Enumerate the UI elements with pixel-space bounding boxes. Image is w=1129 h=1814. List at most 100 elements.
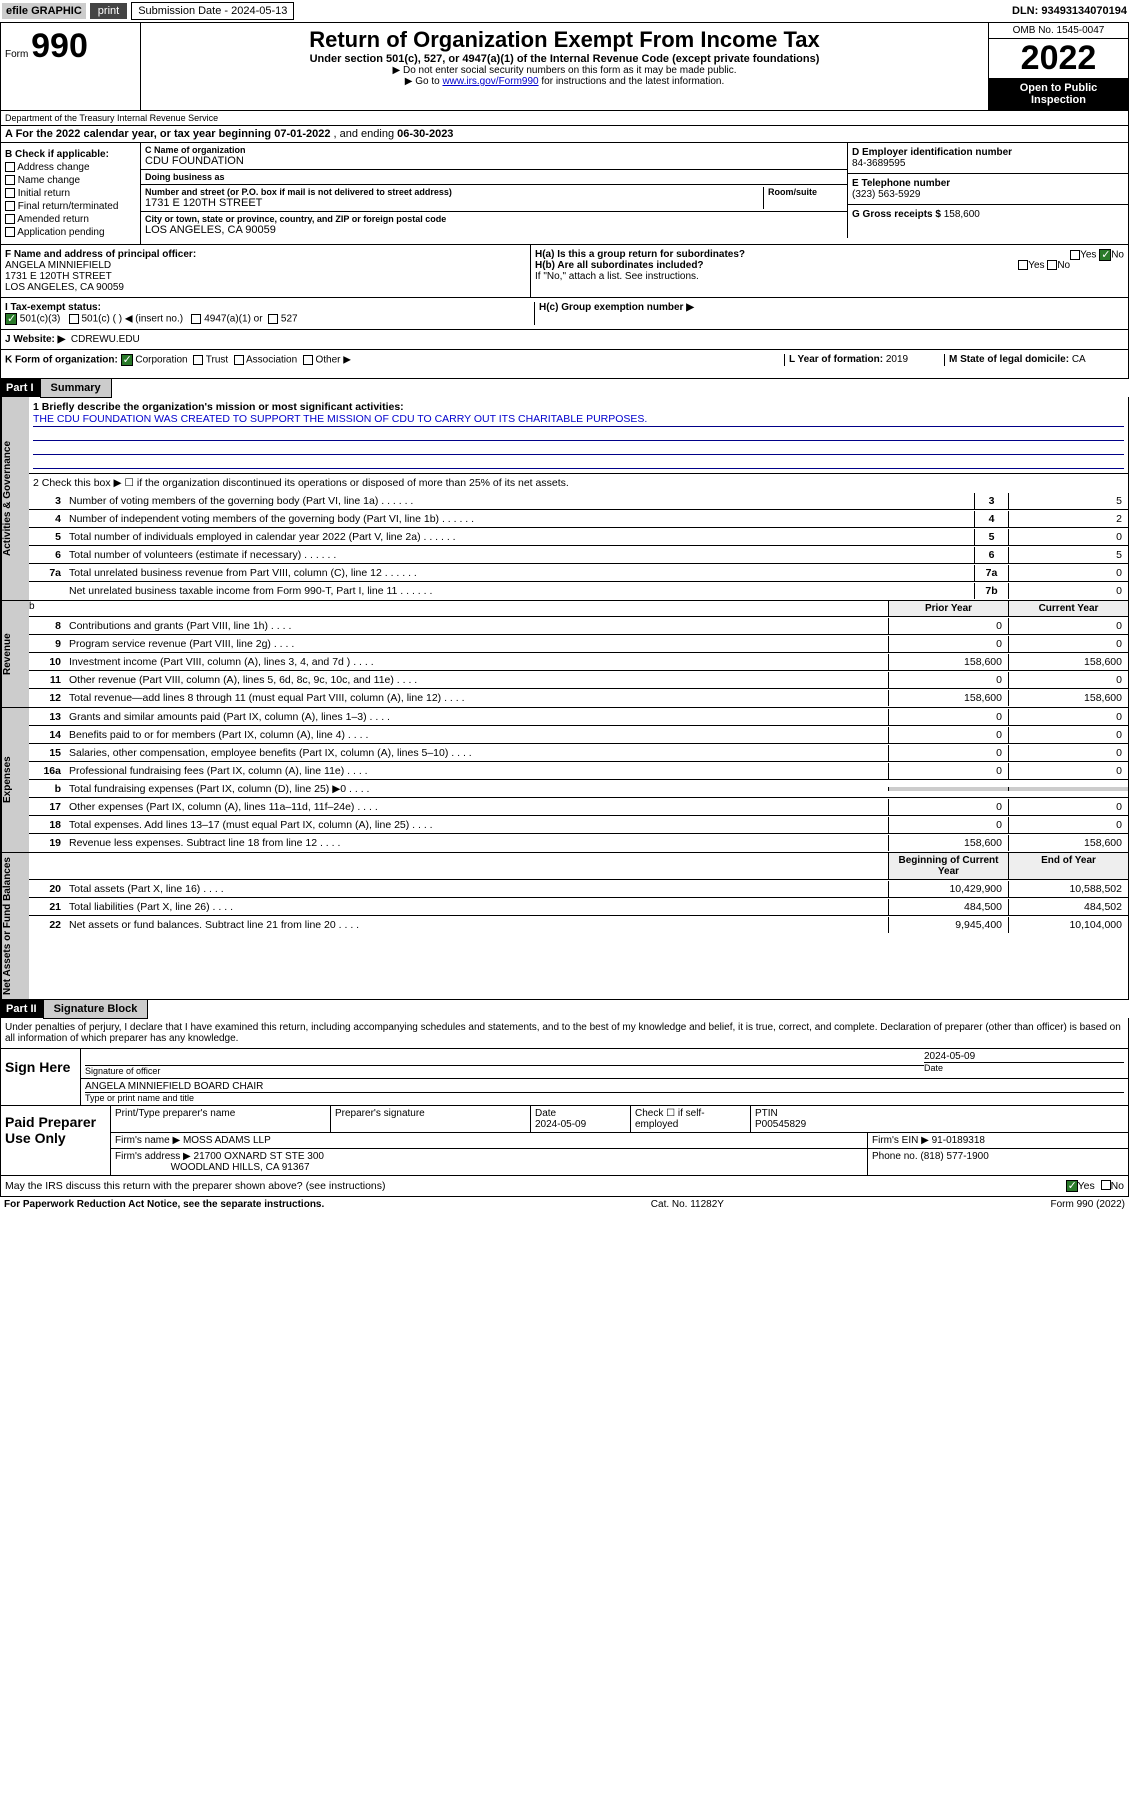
firm-phone: (818) 577-1900	[920, 1151, 988, 1162]
line-2: 2 Check this box ▶ ☐ if the organization…	[29, 475, 1128, 491]
chk-pending[interactable]	[5, 227, 15, 237]
part1-governance: Activities & Governance 1 Briefly descri…	[0, 397, 1129, 601]
firm-addr2: WOODLAND HILLS, CA 91367	[171, 1162, 310, 1173]
date-label: Date	[924, 1062, 1124, 1073]
sig-officer-label: Signature of officer	[85, 1065, 924, 1076]
form-subtitle: Under section 501(c), 527, or 4947(a)(1)…	[145, 53, 984, 65]
ha-label: H(a) Is this a group return for subordin…	[535, 249, 745, 260]
form-number: 990	[31, 27, 88, 65]
form-header: Form 990 Return of Organization Exempt F…	[0, 22, 1129, 111]
ein-value: 84-3689595	[852, 158, 1124, 169]
state-domicile: CA	[1072, 354, 1086, 365]
tax-year: 2022	[989, 39, 1128, 78]
ein-label: D Employer identification number	[852, 147, 1124, 158]
chk-final[interactable]	[5, 201, 15, 211]
chk-501c3[interactable]	[5, 313, 17, 325]
line-4: 4 Number of independent voting members o…	[29, 510, 1128, 528]
city-value: LOS ANGELES, CA 90059	[145, 224, 843, 236]
part1-netassets: Net Assets or Fund Balances Beginning of…	[0, 853, 1129, 1000]
side-expenses: Expenses	[1, 708, 29, 852]
top-bar: efile GRAPHIC print Submission Date - 20…	[0, 0, 1129, 22]
line-19: 19 Revenue less expenses. Subtract line …	[29, 834, 1128, 852]
city-label: City or town, state or province, country…	[145, 214, 843, 224]
chk-address-change[interactable]	[5, 162, 15, 172]
row-a-tax-year: A For the 2022 calendar year, or tax yea…	[0, 126, 1129, 143]
prep-date: 2024-05-09	[535, 1119, 586, 1130]
officer-addr1: 1731 E 120TH STREET	[5, 271, 112, 282]
row-k-form-org: K Form of organization: Corporation Trus…	[0, 350, 1129, 379]
penalties-text: Under penalties of perjury, I declare th…	[0, 1018, 1129, 1049]
line-11: 11 Other revenue (Part VIII, column (A),…	[29, 671, 1128, 689]
line-7b: Net unrelated business taxable income fr…	[29, 582, 1128, 600]
hdr-eoy: End of Year	[1008, 853, 1128, 879]
chk-amended[interactable]	[5, 214, 15, 224]
dln: DLN: 93493134070194	[1012, 5, 1127, 17]
self-emp: Check ☐ if self-employed	[631, 1106, 751, 1132]
side-netassets: Net Assets or Fund Balances	[1, 853, 29, 999]
line-21: 21 Total liabilities (Part X, line 26) .…	[29, 898, 1128, 916]
mission-text: THE CDU FOUNDATION WAS CREATED TO SUPPOR…	[33, 413, 1124, 427]
signature-section: Sign Here Signature of officer 2024-05-0…	[0, 1049, 1129, 1106]
chk-initial[interactable]	[5, 188, 15, 198]
sig-name: ANGELA MINNIEFIELD BOARD CHAIR	[85, 1081, 1124, 1092]
line-16a: 16a Professional fundraising fees (Part …	[29, 762, 1128, 780]
prep-sig-hdr: Preparer's signature	[331, 1106, 531, 1132]
hb-note: If "No," attach a list. See instructions…	[535, 271, 1124, 282]
side-governance: Activities & Governance	[1, 397, 29, 600]
paid-preparer-section: Paid Preparer Use Only Print/Type prepar…	[0, 1106, 1129, 1176]
prep-name-hdr: Print/Type preparer's name	[111, 1106, 331, 1132]
ptin: P00545829	[755, 1119, 806, 1130]
officer-name: ANGELA MINNIEFIELD	[5, 260, 111, 271]
firm-name: MOSS ADAMS LLP	[183, 1135, 271, 1146]
chk-corp[interactable]	[121, 354, 133, 366]
form-note2: ▶ Go to www.irs.gov/Form990 for instruct…	[145, 76, 984, 87]
form-note1: ▶ Do not enter social security numbers o…	[145, 65, 984, 76]
col-b-checkboxes: B Check if applicable: Address change Na…	[1, 143, 141, 244]
print-button[interactable]: print	[90, 3, 127, 19]
main-info-grid: B Check if applicable: Address change Na…	[0, 143, 1129, 245]
line-14: 14 Benefits paid to or for members (Part…	[29, 726, 1128, 744]
line-5: 5 Total number of individuals employed i…	[29, 528, 1128, 546]
phone-value: (323) 563-5929	[852, 189, 1124, 200]
paid-label: Paid Preparer Use Only	[1, 1106, 111, 1175]
chk-may-no[interactable]	[1101, 1180, 1111, 1190]
footer-right: Form 990 (2022)	[1051, 1199, 1125, 1210]
line-15: 15 Salaries, other compensation, employe…	[29, 744, 1128, 762]
footer-mid: Cat. No. 11282Y	[651, 1199, 724, 1210]
hb-label: H(b) Are all subordinates included?	[535, 260, 704, 271]
chk-ha-no[interactable]	[1099, 249, 1111, 261]
line-10: 10 Investment income (Part VIII, column …	[29, 653, 1128, 671]
chk-may-yes[interactable]	[1066, 1180, 1078, 1192]
line-13: 13 Grants and similar amounts paid (Part…	[29, 708, 1128, 726]
line-20: 20 Total assets (Part X, line 16) . . . …	[29, 880, 1128, 898]
line-b: b Total fundraising expenses (Part IX, c…	[29, 780, 1128, 798]
spacer-b: b	[29, 601, 888, 616]
line-3: 3 Number of voting members of the govern…	[29, 492, 1128, 510]
line-22: 22 Net assets or fund balances. Subtract…	[29, 916, 1128, 934]
part1-expenses: Expenses 13 Grants and similar amounts p…	[0, 708, 1129, 853]
irs-link[interactable]: www.irs.gov/Form990	[442, 76, 538, 87]
part1-revenue: Revenue bPrior YearCurrent Year 8 Contri…	[0, 601, 1129, 708]
line-17: 17 Other expenses (Part IX, column (A), …	[29, 798, 1128, 816]
org-name: CDU FOUNDATION	[145, 155, 843, 167]
officer-addr2: LOS ANGELES, CA 90059	[5, 282, 124, 293]
form-title: Return of Organization Exempt From Incom…	[145, 27, 984, 53]
line-8: 8 Contributions and grants (Part VIII, l…	[29, 617, 1128, 635]
line-18: 18 Total expenses. Add lines 13–17 (must…	[29, 816, 1128, 834]
website-value: CDREWU.EDU	[71, 334, 140, 345]
footer: For Paperwork Reduction Act Notice, see …	[0, 1197, 1129, 1212]
omb-number: OMB No. 1545-0047	[989, 23, 1128, 39]
org-name-label: C Name of organization	[145, 145, 843, 155]
part2-header: Part IISignature Block	[0, 1000, 1129, 1018]
year-formation: 2019	[886, 354, 908, 365]
side-revenue: Revenue	[1, 601, 29, 707]
may-discuss-row: May the IRS discuss this return with the…	[0, 1176, 1129, 1197]
chk-name-change[interactable]	[5, 175, 15, 185]
gross-value: 158,600	[944, 209, 980, 220]
sign-here-label: Sign Here	[1, 1049, 81, 1105]
hdr-curr: Current Year	[1008, 601, 1128, 616]
hc-label: H(c) Group exemption number ▶	[539, 302, 694, 313]
row-j-website: J Website: ▶ CDREWU.EDU	[0, 330, 1129, 350]
efile-label: efile GRAPHIC	[2, 3, 86, 19]
footer-left: For Paperwork Reduction Act Notice, see …	[4, 1199, 324, 1210]
